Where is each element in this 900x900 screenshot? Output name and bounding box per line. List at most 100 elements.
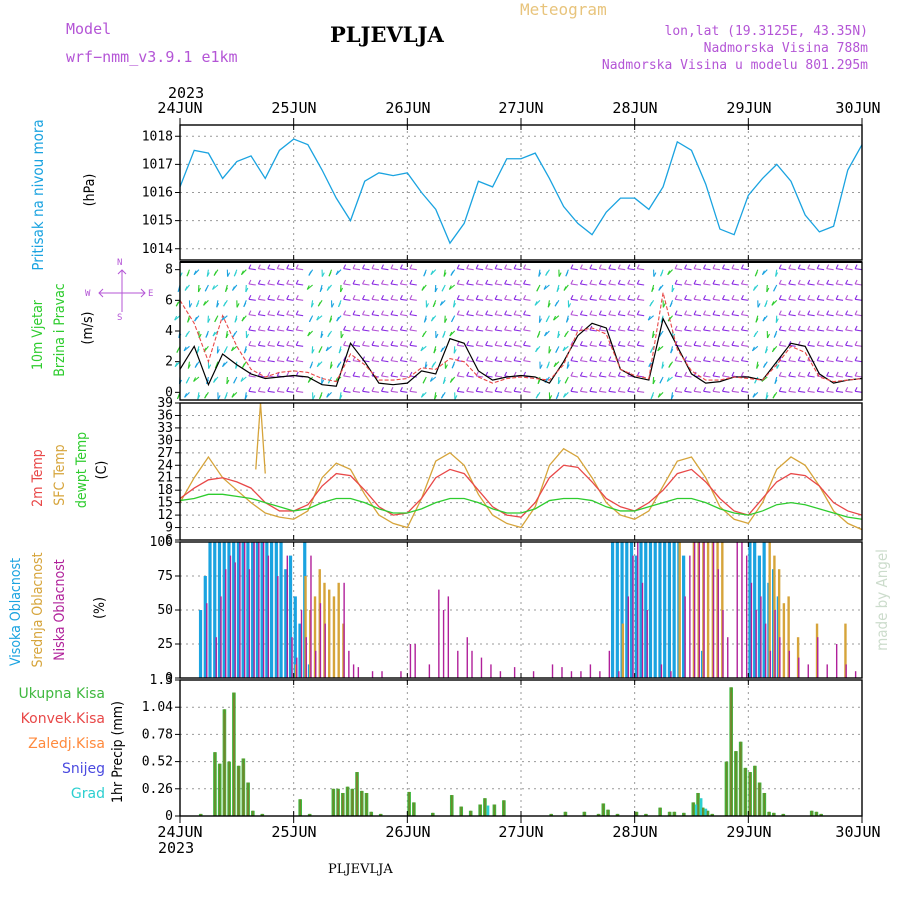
wind-barb-flag: [693, 325, 697, 331]
wind-barb-flag: [248, 310, 252, 315]
wind-barb-flag: [712, 264, 716, 269]
wind-barb-flag: [598, 264, 602, 269]
wind-barb: [495, 344, 503, 347]
graupel-bar: [695, 804, 698, 816]
wind-barb: [722, 375, 730, 378]
wind-barb-flag: [652, 379, 656, 385]
wind-barb: [362, 314, 370, 317]
wind-barb-flag: [536, 286, 540, 292]
wind-barb-flag: [721, 371, 725, 377]
wind-barb: [286, 268, 294, 271]
low-cloud-bar: [826, 664, 828, 678]
wind-barb: [741, 314, 749, 317]
wind-barb: [371, 298, 379, 301]
wind-barb-flag: [751, 346, 755, 352]
wind-barb: [608, 390, 616, 393]
total-rain-bar-core: [635, 811, 638, 816]
wind-barb-flag: [513, 356, 517, 361]
wind-barb: [693, 314, 702, 317]
wind-barb: [381, 329, 389, 332]
wind-barb-flag: [845, 279, 849, 285]
low-cloud-bar: [570, 671, 573, 678]
wind-barb-flag: [712, 387, 716, 392]
wind-barb-flag: [835, 325, 839, 331]
wind-barb-flag: [740, 264, 744, 269]
wind-barb-flag: [693, 264, 697, 269]
wind-barb: [826, 283, 834, 286]
wind-barb-flag: [399, 356, 403, 361]
total-rain-bar-core: [450, 795, 453, 816]
wind-barb: [343, 298, 351, 301]
wind-barb: [258, 329, 266, 332]
wind-barb-flag: [453, 349, 457, 354]
wind-barb-flag: [608, 371, 612, 377]
wind-barb-flag: [421, 286, 425, 291]
wind-barb: [570, 360, 578, 363]
wind-barb-flag: [494, 279, 498, 285]
wind-barb-flag: [456, 310, 460, 315]
tick-label: 1.3: [150, 673, 173, 688]
wind-barb: [675, 283, 683, 286]
temp-2m-line: [179, 464, 863, 518]
wind-barb: [722, 344, 730, 347]
wind-barb-flag: [295, 310, 299, 315]
wind-barb-flag: [797, 325, 801, 331]
wind-barb: [599, 390, 607, 393]
wind-barb-flag: [362, 371, 366, 377]
wind-barb: [267, 375, 275, 378]
wind-barb: [258, 344, 266, 347]
wind-barb: [390, 360, 398, 363]
wind-barb: [466, 344, 474, 347]
wind-barb-flag: [276, 356, 280, 361]
wind-barb-flag: [224, 394, 228, 400]
page-title: PLJEVLJA: [330, 22, 444, 47]
wind-barb-flag: [816, 264, 820, 269]
wind-barb-flag: [243, 302, 247, 308]
high-cloud-bar: [279, 542, 283, 678]
wind-barb: [618, 390, 626, 393]
wind-barb-flag: [193, 270, 197, 275]
wind-barb: [286, 314, 294, 317]
wind-barb: [798, 298, 806, 301]
wind-barb: [798, 314, 806, 317]
wind-barb-flag: [494, 371, 498, 377]
wind-barb-flag: [371, 279, 375, 285]
low-cloud-bar: [774, 610, 776, 678]
wind-barb-flag: [570, 310, 574, 315]
wind-barb-flag: [466, 325, 470, 331]
wind-barb-flag: [399, 295, 403, 300]
wind-barb: [371, 344, 379, 347]
wind-barb-flag: [337, 302, 341, 308]
wind-barb: [476, 360, 484, 363]
wind-barb: [485, 360, 493, 363]
total-rain-bar-core: [739, 741, 742, 816]
wind-barb-flag: [835, 310, 839, 315]
wind-barb-flag: [773, 333, 777, 338]
high-cloud-bar: [213, 542, 217, 678]
wind-barb: [248, 344, 256, 347]
total-rain-bar-core: [602, 803, 605, 816]
wind-barb-flag: [854, 356, 858, 361]
wind-barb-flag: [764, 302, 768, 308]
wind-barb: [703, 283, 711, 286]
wind-barb-flag: [212, 285, 216, 290]
wind-barb-flag: [778, 325, 782, 331]
wind-barb: [457, 298, 465, 301]
low-cloud-bar: [300, 610, 303, 678]
wind-barb-flag: [674, 264, 678, 269]
wind-barb: [589, 314, 597, 317]
wind-barb-flag: [627, 341, 631, 346]
compass-icon: [98, 269, 146, 312]
tick-label: 100: [150, 535, 173, 550]
wind-barb-flag: [636, 387, 640, 392]
mid-cloud-bar: [782, 603, 786, 678]
high-cloud-bar: [625, 542, 629, 678]
low-cloud-bar: [457, 650, 459, 678]
low-cloud-bar: [646, 610, 648, 678]
wind-barb-flag: [206, 272, 210, 277]
wind-barb: [352, 344, 361, 347]
low-cloud-bar: [305, 637, 307, 678]
wind-barb: [466, 283, 474, 286]
wind-barb: [485, 298, 493, 301]
wind-barb: [807, 375, 815, 378]
